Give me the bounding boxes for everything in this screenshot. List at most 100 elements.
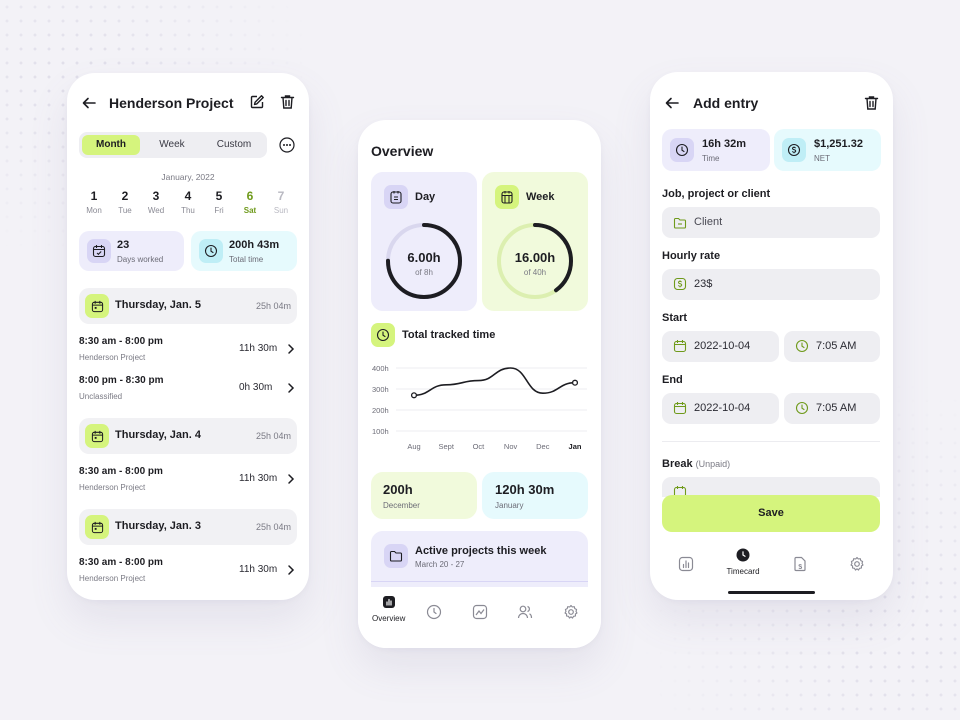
day-group-header[interactable]: Thursday, Jan. 4 25h 04m xyxy=(79,418,297,454)
document-money-icon[interactable] xyxy=(792,556,808,572)
image-chart-icon[interactable] xyxy=(472,604,488,620)
entry-duration: 11h 30m xyxy=(239,343,278,354)
x-tick-label: Nov xyxy=(504,442,518,451)
start-date-field[interactable]: 2022-10-04 xyxy=(662,331,779,362)
calendar-day[interactable]: 5 Fri xyxy=(214,189,224,215)
clock-icon[interactable] xyxy=(426,604,442,620)
calendar-day[interactable]: 4 Thu xyxy=(181,189,195,215)
back-arrow-icon[interactable] xyxy=(81,95,97,111)
segment-month[interactable]: Month xyxy=(82,135,140,155)
net-label: NET xyxy=(814,154,830,163)
entry-project: Henderson Project xyxy=(79,574,146,583)
start-time-field[interactable]: 7:05 AM xyxy=(784,331,880,362)
day-progress-card[interactable]: Day 6.00h of 8h xyxy=(371,172,477,311)
day-group-title: Thursday, Jan. 5 xyxy=(115,299,201,311)
calendar-icon xyxy=(673,485,687,495)
segment-custom[interactable]: Custom xyxy=(216,139,252,150)
y-tick-label: 200h xyxy=(372,406,389,415)
active-projects-card[interactable]: Active projects this week March 20 - 27 xyxy=(371,531,588,587)
day-group-hours: 25h 04m xyxy=(255,431,291,441)
calendar-day[interactable]: 2 Tue xyxy=(118,189,132,215)
chevron-right-icon[interactable] xyxy=(287,382,295,394)
day-card-value: 6.00h xyxy=(407,250,441,265)
home-indicator xyxy=(728,591,815,594)
entry-time: 8:30 am - 8:00 pm xyxy=(79,557,163,568)
chevron-right-icon[interactable] xyxy=(287,473,295,485)
week-card-label: Week xyxy=(526,191,555,203)
dollar-icon xyxy=(673,277,687,291)
day-group-header[interactable]: Thursday, Jan. 5 25h 04m xyxy=(79,288,297,324)
active-projects-title: Active projects this week xyxy=(415,545,547,557)
end-time-field[interactable]: 7:05 AM xyxy=(784,393,880,424)
week-progress-ring xyxy=(497,223,573,299)
week-card-sub: of 40h xyxy=(523,268,547,277)
calendar-icon xyxy=(85,294,109,318)
january-summary-card: 120h 30m January xyxy=(482,472,588,519)
total-time-card: 200h 43m Total time xyxy=(191,231,297,271)
bottom-nav: Overview xyxy=(358,587,601,648)
x-tick-label: Jan xyxy=(569,442,582,451)
tracked-time-chart: 400h 300h 200h 100h Aug Sept Oct Nov Dec Jan xyxy=(372,364,587,451)
days-worked-value: 23 xyxy=(117,239,130,251)
chevron-right-icon[interactable] xyxy=(287,343,295,355)
bar-chart-icon xyxy=(382,595,396,609)
divider xyxy=(662,441,880,442)
project-timesheet-screen: Henderson Project Month Week Custom Janu… xyxy=(67,73,309,600)
back-arrow-icon[interactable] xyxy=(664,95,680,111)
total-time-label: Total time xyxy=(229,255,264,264)
end-time-value: 7:05 AM xyxy=(816,402,857,414)
time-label: Time xyxy=(702,154,720,163)
calendar-day-selected[interactable]: 6 Sat xyxy=(243,189,257,215)
day-group-header[interactable]: Thursday, Jan. 3 25h 04m xyxy=(79,509,297,545)
nav-overview[interactable]: Overview xyxy=(372,595,405,623)
clock-icon xyxy=(371,323,395,347)
divider xyxy=(371,581,588,582)
edit-icon[interactable] xyxy=(249,94,265,110)
client-field[interactable]: Client xyxy=(662,207,880,238)
y-tick-label: 400h xyxy=(372,364,389,373)
calendar-day[interactable]: 1 Mon xyxy=(86,189,102,215)
end-date-value: 2022-10-04 xyxy=(694,402,751,414)
month-label: January, 2022 xyxy=(161,172,215,182)
calendar-icon xyxy=(384,185,408,209)
folder-icon xyxy=(384,544,408,568)
tracked-time-title: Total tracked time xyxy=(402,329,496,341)
page-title: Overview xyxy=(371,143,434,159)
page-title: Henderson Project xyxy=(109,95,234,111)
entry-time: 8:30 am - 8:00 pm xyxy=(79,336,163,347)
chevron-right-icon[interactable] xyxy=(287,564,295,576)
end-label: End xyxy=(662,374,683,386)
calendar-check-icon xyxy=(87,239,111,263)
series-line xyxy=(413,367,576,397)
settings-icon[interactable] xyxy=(563,604,579,620)
entry-duration: 11h 30m xyxy=(239,473,278,484)
days-worked-label: Days worked xyxy=(117,255,164,264)
settings-icon[interactable] xyxy=(849,556,865,572)
hourly-rate-field[interactable]: 23$ xyxy=(662,269,880,300)
summary-label: January xyxy=(495,501,524,510)
calendar-day[interactable]: 7 Sun xyxy=(273,189,289,215)
break-field[interactable] xyxy=(662,477,880,497)
week-progress-card[interactable]: Week 16.00h of 40h xyxy=(482,172,588,311)
x-tick-label: Oct xyxy=(473,442,486,451)
entry-time: 8:00 pm - 8:30 pm xyxy=(79,375,164,386)
segment-week[interactable]: Week xyxy=(159,139,185,150)
nav-timecard[interactable]: Timecard xyxy=(721,548,765,576)
entry-duration: 0h 30m xyxy=(239,382,273,393)
page-title: Add entry xyxy=(693,95,759,111)
start-label: Start xyxy=(662,312,688,324)
save-button[interactable]: Save xyxy=(662,495,880,532)
more-options-icon[interactable] xyxy=(279,137,295,153)
calendar-day[interactable]: 3 Wed xyxy=(147,189,165,215)
rate-label: Hourly rate xyxy=(662,250,721,262)
trash-icon[interactable] xyxy=(864,95,879,111)
entry-project: Henderson Project xyxy=(79,353,146,362)
data-point xyxy=(571,379,579,386)
trash-icon[interactable] xyxy=(280,94,295,110)
total-time-value: 200h 43m xyxy=(229,239,280,251)
summary-label: December xyxy=(383,501,420,510)
bar-chart-icon[interactable] xyxy=(678,556,694,572)
users-icon[interactable] xyxy=(517,604,533,620)
end-date-field[interactable]: 2022-10-04 xyxy=(662,393,779,424)
calendar-icon xyxy=(673,401,687,415)
